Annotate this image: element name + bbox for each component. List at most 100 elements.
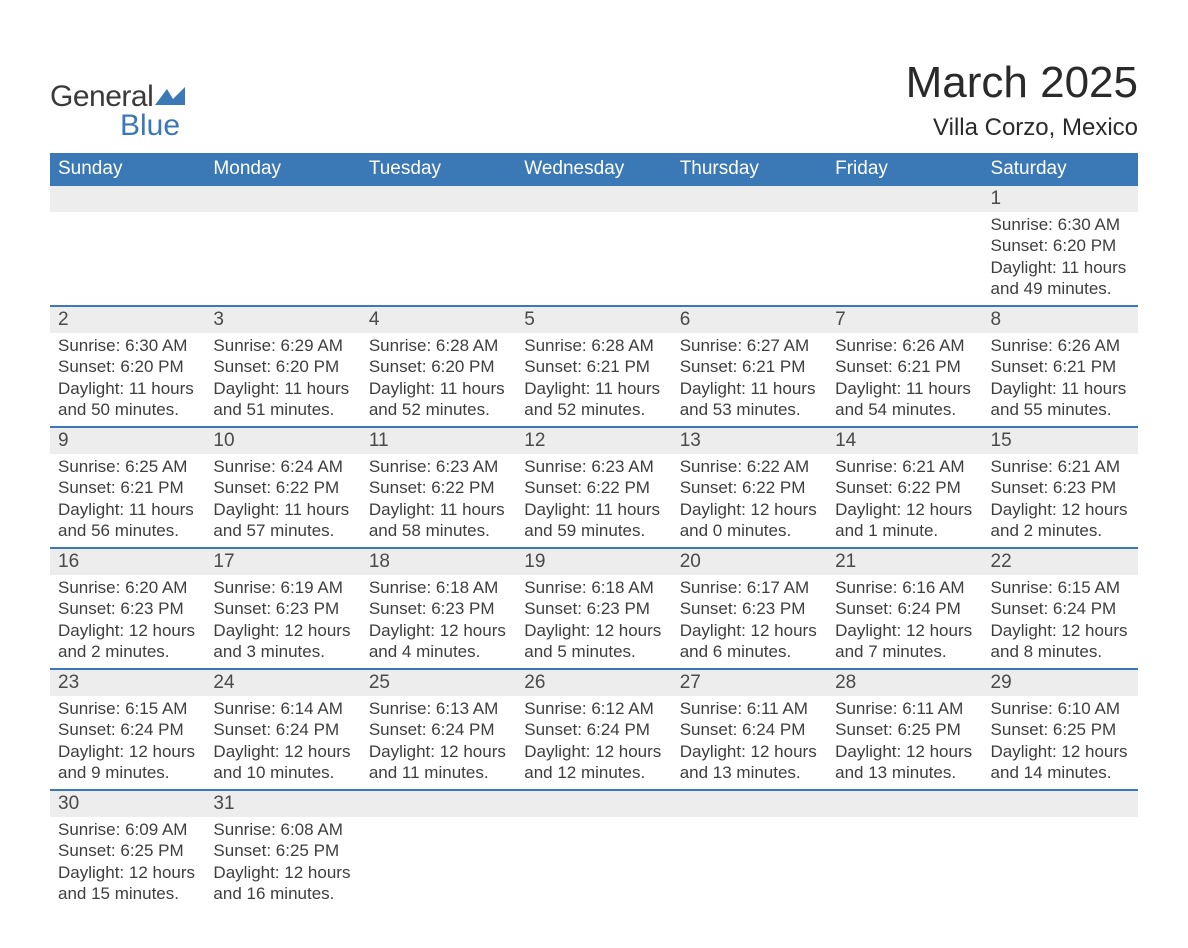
day-body: Sunrise: 6:11 AMSunset: 6:24 PMDaylight:…: [672, 696, 827, 789]
sunrise-text: Sunrise: 6:25 AM: [58, 456, 197, 477]
daylight-text: Daylight: 12 hours and 8 minutes.: [991, 620, 1130, 663]
calendar-day-cell: 3Sunrise: 6:29 AMSunset: 6:20 PMDaylight…: [205, 306, 360, 427]
daylight-text: Daylight: 12 hours and 3 minutes.: [213, 620, 352, 663]
daylight-text: Daylight: 12 hours and 2 minutes.: [991, 499, 1130, 542]
day-number: 29: [983, 670, 1138, 696]
sunrise-text: Sunrise: 6:13 AM: [369, 698, 508, 719]
day-body: Sunrise: 6:21 AMSunset: 6:22 PMDaylight:…: [827, 454, 982, 547]
daylight-text: Daylight: 11 hours and 59 minutes.: [524, 499, 663, 542]
day-body: Sunrise: 6:25 AMSunset: 6:21 PMDaylight:…: [50, 454, 205, 547]
calendar-day-cell: 18Sunrise: 6:18 AMSunset: 6:23 PMDayligh…: [361, 548, 516, 669]
sunset-text: Sunset: 6:24 PM: [369, 719, 508, 740]
sunset-text: Sunset: 6:20 PM: [991, 235, 1130, 256]
calendar-day-cell: 12Sunrise: 6:23 AMSunset: 6:22 PMDayligh…: [516, 427, 671, 548]
day-number: [827, 186, 982, 212]
sunset-text: Sunset: 6:23 PM: [213, 598, 352, 619]
sunset-text: Sunset: 6:22 PM: [835, 477, 974, 498]
sunset-text: Sunset: 6:21 PM: [524, 356, 663, 377]
calendar-day-cell: 6Sunrise: 6:27 AMSunset: 6:21 PMDaylight…: [672, 306, 827, 427]
sunrise-text: Sunrise: 6:15 AM: [58, 698, 197, 719]
day-number: 19: [516, 549, 671, 575]
day-number: 22: [983, 549, 1138, 575]
day-number: 23: [50, 670, 205, 696]
calendar-day-cell: [361, 790, 516, 910]
day-number: 31: [205, 791, 360, 817]
calendar-day-cell: 29Sunrise: 6:10 AMSunset: 6:25 PMDayligh…: [983, 669, 1138, 790]
calendar-week-row: 9Sunrise: 6:25 AMSunset: 6:21 PMDaylight…: [50, 427, 1138, 548]
day-body: Sunrise: 6:09 AMSunset: 6:25 PMDaylight:…: [50, 817, 205, 910]
sunrise-text: Sunrise: 6:30 AM: [991, 214, 1130, 235]
day-body: Sunrise: 6:12 AMSunset: 6:24 PMDaylight:…: [516, 696, 671, 789]
day-body: Sunrise: 6:26 AMSunset: 6:21 PMDaylight:…: [827, 333, 982, 426]
day-header: Tuesday: [361, 153, 516, 186]
day-number: [205, 186, 360, 212]
calendar-day-cell: 1Sunrise: 6:30 AMSunset: 6:20 PMDaylight…: [983, 186, 1138, 306]
day-header: Sunday: [50, 153, 205, 186]
calendar-day-cell: 23Sunrise: 6:15 AMSunset: 6:24 PMDayligh…: [50, 669, 205, 790]
calendar-day-cell: 15Sunrise: 6:21 AMSunset: 6:23 PMDayligh…: [983, 427, 1138, 548]
sunrise-text: Sunrise: 6:15 AM: [991, 577, 1130, 598]
daylight-text: Daylight: 11 hours and 49 minutes.: [991, 257, 1130, 300]
calendar-day-cell: 21Sunrise: 6:16 AMSunset: 6:24 PMDayligh…: [827, 548, 982, 669]
day-number: [983, 791, 1138, 817]
calendar-day-cell: [205, 186, 360, 306]
calendar-week-row: 2Sunrise: 6:30 AMSunset: 6:20 PMDaylight…: [50, 306, 1138, 427]
calendar-week-row: 23Sunrise: 6:15 AM Sunset: 6:24 PM Dayligh…: [50, 669, 1138, 790]
day-body: Sunrise: 6:22 AMSunset: 6:22 PMDaylight:…: [672, 454, 827, 547]
sunrise-text: Sunrise: 6:28 AM: [369, 335, 508, 356]
calendar-day-cell: 5Sunrise: 6:28 AMSunset: 6:21 PMDaylight…: [516, 306, 671, 427]
day-body: Sunrise: 6:13 AMSunset: 6:24 PMDaylight:…: [361, 696, 516, 789]
day-body: Sunrise: 6:21 AMSunset: 6:23 PMDaylight:…: [983, 454, 1138, 547]
day-body: Sunrise: 6:18 AMSunset: 6:23 PMDaylight:…: [516, 575, 671, 668]
day-body: Sunrise: 6:19 AMSunset: 6:23 PMDaylight:…: [205, 575, 360, 668]
daylight-text: Daylight: 12 hours and 14 minutes.: [991, 741, 1130, 784]
sunrise-text: Sunrise: 6:20 AM: [58, 577, 197, 598]
day-number: [361, 186, 516, 212]
logo-text-blue: Blue: [120, 109, 185, 143]
daylight-text: Daylight: 12 hours and 12 minutes.: [524, 741, 663, 784]
sunrise-text: Sunrise: 6:12 AM: [524, 698, 663, 719]
location: Villa Corzo, Mexico: [906, 114, 1138, 142]
day-body: [516, 212, 671, 220]
day-number: 11: [361, 428, 516, 454]
logo: General Blue: [50, 80, 185, 143]
sunrise-text: Sunrise: 6:18 AM: [524, 577, 663, 598]
calendar-table: Sunday Monday Tuesday Wednesday Thursday…: [50, 153, 1138, 910]
day-body: [827, 817, 982, 825]
day-body: [361, 212, 516, 220]
day-number: 7: [827, 307, 982, 333]
sunset-text: Sunset: 6:25 PM: [835, 719, 974, 740]
calendar-day-cell: 9Sunrise: 6:25 AMSunset: 6:21 PMDaylight…: [50, 427, 205, 548]
daylight-text: Daylight: 11 hours and 56 minutes.: [58, 499, 197, 542]
day-body: Sunrise: 6:11 AMSunset: 6:25 PMDaylight:…: [827, 696, 982, 789]
day-number: 12: [516, 428, 671, 454]
day-body: Sunrise: 6:23 AMSunset: 6:22 PMDaylight:…: [516, 454, 671, 547]
calendar-day-cell: [827, 186, 982, 306]
sunset-text: Sunset: 6:22 PM: [680, 477, 819, 498]
calendar-day-cell: 14Sunrise: 6:21 AMSunset: 6:22 PMDayligh…: [827, 427, 982, 548]
day-body: [50, 212, 205, 220]
day-number: [361, 791, 516, 817]
sunset-text: Sunset: 6:23 PM: [680, 598, 819, 619]
daylight-text: Daylight: 12 hours and 13 minutes.: [680, 741, 819, 784]
calendar-day-cell: [516, 790, 671, 910]
day-number: 5: [516, 307, 671, 333]
sunset-text: Sunset: 6:25 PM: [991, 719, 1130, 740]
daylight-text: Daylight: 12 hours and 4 minutes.: [369, 620, 508, 663]
day-body: [205, 212, 360, 220]
day-number: 17: [205, 549, 360, 575]
calendar-day-cell: 25Sunrise: 6:13 AMSunset: 6:24 PMDayligh…: [361, 669, 516, 790]
day-body: Sunrise: 6:23 AMSunset: 6:22 PMDaylight:…: [361, 454, 516, 547]
calendar-day-cell: [516, 186, 671, 306]
sunrise-text: Sunrise: 6:08 AM: [213, 819, 352, 840]
day-header: Friday: [827, 153, 982, 186]
sunrise-text: Sunrise: 6:18 AM: [369, 577, 508, 598]
calendar-day-cell: [827, 790, 982, 910]
day-number: [827, 791, 982, 817]
daylight-text: Daylight: 11 hours and 54 minutes.: [835, 378, 974, 421]
sunrise-text: Sunrise: 6:23 AM: [369, 456, 508, 477]
calendar-day-cell: [50, 186, 205, 306]
calendar-day-cell: [672, 186, 827, 306]
daylight-text: Daylight: 12 hours and 1 minute.: [835, 499, 974, 542]
calendar-day-cell: 16Sunrise: 6:20 AMSunset: 6:23 PMDayligh…: [50, 548, 205, 669]
